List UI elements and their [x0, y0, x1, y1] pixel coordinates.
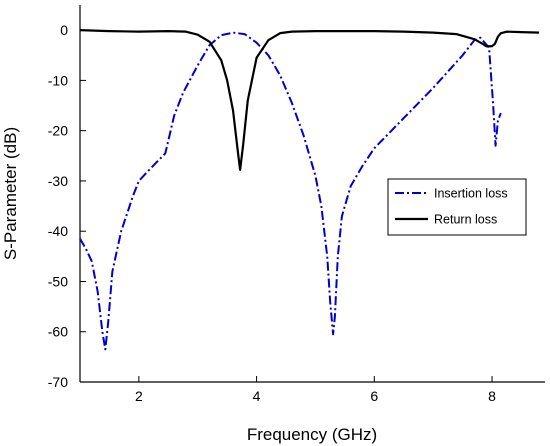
legend-label-return-loss: Return loss	[434, 213, 497, 227]
series-layer	[79, 29, 540, 351]
y-tick-label: -10	[48, 72, 68, 88]
y-tick-label: -40	[48, 223, 68, 239]
x-tick-label: 6	[370, 388, 378, 404]
y-tick-label: -70	[48, 374, 68, 390]
y-tick-label: -50	[48, 273, 68, 289]
y-tick-label: -30	[48, 173, 68, 189]
y-tick-label: -20	[48, 123, 68, 139]
x-tick-label: 8	[488, 388, 496, 404]
series-line-insertion-loss	[79, 31, 502, 351]
legend-label-insertion-loss: Insertion loss	[434, 187, 508, 201]
y-axis-title: S-Parameter (dB)	[1, 127, 20, 260]
x-tick-label: 2	[135, 388, 143, 404]
y-tick-label: 0	[60, 22, 68, 38]
x-tick-label: 4	[253, 388, 261, 404]
x-axis-title: Frequency (GHz)	[247, 425, 377, 444]
legend: Insertion loss Return loss	[387, 178, 527, 236]
series-line-return-loss	[79, 29, 540, 171]
y-tick-label: -60	[48, 324, 68, 340]
legend-box	[387, 178, 527, 236]
axis-ticks: 2 4 6 8 0 -10 -20 -30 -40 -50 -60 -70	[48, 22, 496, 404]
